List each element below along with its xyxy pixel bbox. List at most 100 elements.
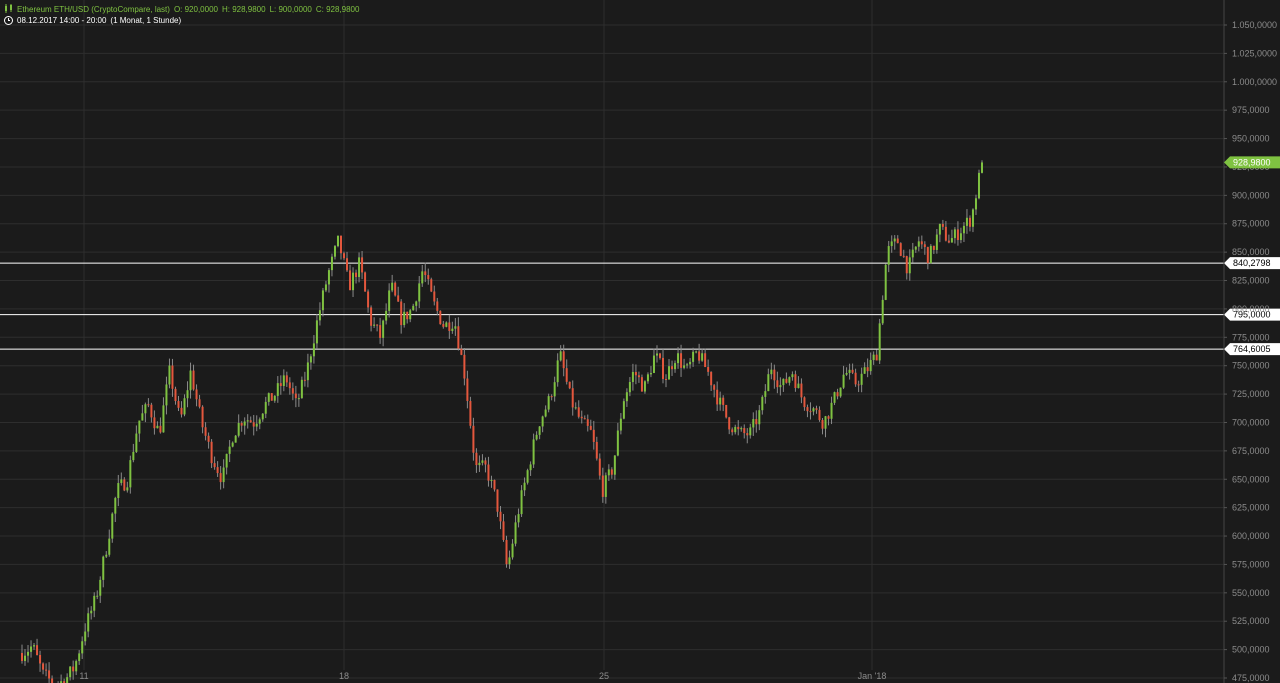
candle-body — [294, 393, 297, 399]
y-tick-label: 825,0000 — [1232, 276, 1270, 286]
candle-body — [315, 320, 318, 344]
candle-body — [42, 663, 45, 670]
candle-body — [674, 363, 677, 370]
candle-body — [962, 225, 965, 234]
candle-body — [336, 235, 339, 247]
y-tick-label: 625,0000 — [1232, 503, 1270, 513]
candle-body — [466, 378, 469, 401]
horizontal-levels[interactable]: 840,2798 795,0000 764,6005 — [0, 257, 1280, 356]
candle-body — [297, 398, 300, 400]
candle-body — [246, 420, 249, 422]
candle-body — [628, 381, 631, 393]
candle-body — [872, 354, 875, 361]
candle-body — [740, 428, 743, 430]
candle-body — [123, 479, 126, 491]
candle-body — [409, 310, 412, 320]
candle-body — [72, 666, 75, 672]
instrument-name: Ethereum ETH/USD (CryptoCompare, last) — [17, 5, 170, 14]
candle-body — [926, 247, 929, 264]
candle-body — [616, 430, 619, 456]
candle-body — [845, 372, 848, 375]
candle-body — [222, 467, 225, 483]
close-value: C: 928,9800 — [315, 5, 360, 14]
candle-body — [481, 460, 484, 463]
candle-body — [309, 356, 312, 363]
candle-body — [797, 383, 800, 389]
price-axis: 1.050,0000 1.025,0000 1.000,0000 975,0000 95… — [1223, 0, 1280, 683]
candle-body — [707, 366, 710, 372]
level-label-box — [1224, 257, 1280, 270]
y-tick-label: 700,0000 — [1232, 417, 1270, 427]
y-tick-label: 750,0000 — [1232, 361, 1270, 371]
candle-body — [177, 401, 180, 408]
candle-body — [649, 372, 652, 375]
candle-body — [668, 366, 671, 380]
y-tick-label: 600,0000 — [1232, 531, 1270, 541]
candle-body — [237, 422, 240, 436]
candle-body — [490, 479, 493, 481]
date-range: 08.12.2017 14:00 - 20:00 — [17, 16, 107, 25]
candle-body — [631, 372, 634, 382]
candle-body — [905, 256, 908, 274]
candle-body — [743, 428, 746, 434]
level-label: 795,0000 — [1233, 310, 1271, 320]
candle-body — [240, 422, 243, 426]
candle-body — [764, 391, 767, 397]
candle-body — [637, 375, 640, 378]
candle-body — [953, 229, 956, 239]
candle-body — [544, 409, 547, 417]
candle-body — [917, 241, 920, 247]
candle-body — [96, 595, 99, 597]
candle-body — [129, 460, 132, 488]
y-tick-label: 875,0000 — [1232, 219, 1270, 229]
candle-body — [126, 487, 129, 491]
candle-body — [394, 282, 397, 296]
y-tick-label: 1.000,0000 — [1232, 77, 1277, 87]
candle-body — [478, 462, 481, 466]
candle-body — [812, 408, 815, 412]
candle-body — [180, 407, 183, 415]
candle-body — [165, 384, 168, 406]
candle-body — [120, 479, 123, 484]
candle-body — [108, 538, 111, 555]
candle-body — [285, 375, 288, 383]
candle-body — [565, 368, 568, 382]
candle-body — [583, 418, 586, 420]
candle-body — [457, 326, 460, 349]
candle-body — [87, 613, 90, 632]
candle-body — [965, 217, 968, 226]
candle-body — [475, 452, 478, 466]
x-tick-label: Jan '18 — [858, 671, 887, 681]
candle-body — [538, 426, 541, 435]
candle-body — [252, 422, 255, 427]
candle-body — [526, 470, 529, 483]
candle-body — [99, 579, 102, 596]
candle-body — [39, 655, 42, 664]
candle-body — [731, 429, 734, 433]
candle-body — [192, 370, 195, 390]
candle-body — [153, 417, 156, 429]
candle-body — [261, 413, 264, 420]
candle-body — [662, 357, 665, 379]
candle-body — [499, 511, 502, 522]
candle-body — [84, 631, 87, 642]
candle-body — [502, 521, 505, 540]
candle-body — [782, 378, 785, 386]
candle-body — [144, 404, 147, 414]
candle-body — [397, 295, 400, 302]
candle-body — [692, 351, 695, 362]
candle-body — [352, 272, 355, 291]
y-tick-label: 1.025,0000 — [1232, 48, 1277, 58]
candle-body — [514, 522, 517, 544]
candle-body — [580, 416, 583, 419]
candle-body — [529, 464, 532, 471]
candle-body — [634, 372, 637, 376]
candle-body — [604, 475, 607, 497]
candle-body — [228, 446, 231, 454]
y-tick-label: 575,0000 — [1232, 559, 1270, 569]
candle-body — [749, 427, 752, 436]
candles — [21, 160, 983, 683]
candle-body — [571, 388, 574, 408]
candle-body — [698, 351, 701, 361]
